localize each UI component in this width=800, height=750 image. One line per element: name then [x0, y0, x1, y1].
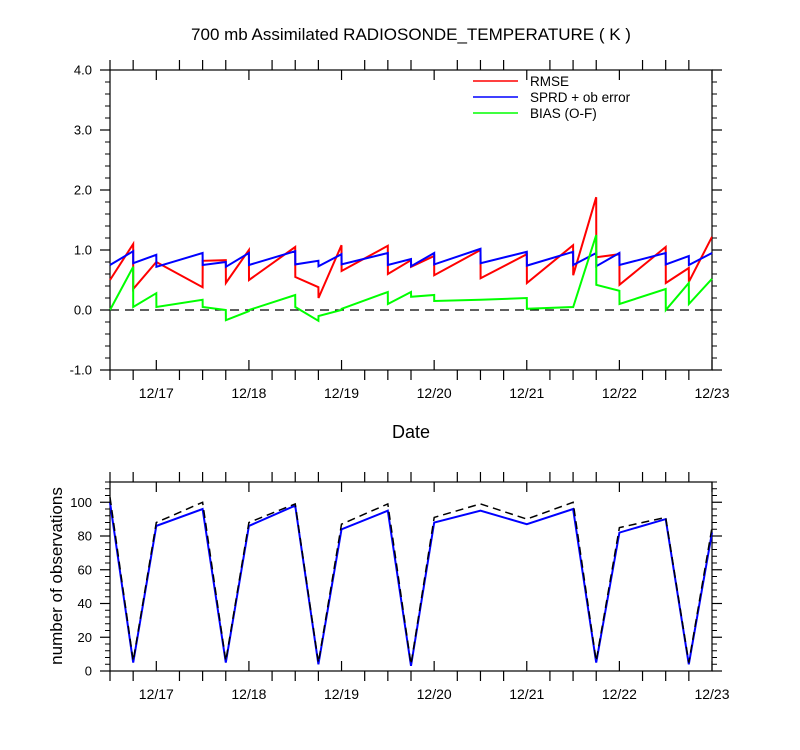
y-tick-label: 20	[78, 630, 92, 645]
y-tick-label: 0.0	[74, 303, 92, 318]
x-tick-label: 12/17	[139, 385, 174, 401]
x-tick-label: 12/18	[231, 686, 266, 702]
series-line-bias-o-f	[109, 234, 713, 323]
series-line-rmse	[109, 196, 713, 299]
x-tick-label: 12/23	[694, 686, 729, 702]
y-tick-label: 60	[78, 562, 92, 577]
x-tick-label: 12/21	[509, 686, 544, 702]
x-tick-label: 12/23	[694, 385, 729, 401]
x-tick-label: 12/18	[231, 385, 266, 401]
y-axis-label: number of observations	[47, 487, 66, 665]
series-line-sprd-ob-error	[109, 247, 713, 269]
bottom-chart: 12/17 12/18 12/19 12/20 12/21 12/22 12/23 0 20 40…	[47, 472, 730, 702]
x-tick-label: 12/20	[417, 686, 452, 702]
x-axis-label: Date	[392, 422, 430, 442]
x-tick-label: 12/17	[139, 686, 174, 702]
x-tick-label: 12/19	[324, 385, 359, 401]
series-line-solid	[109, 502, 713, 667]
x-tick-label: 12/19	[324, 686, 359, 702]
y-tick-label: 80	[78, 529, 92, 544]
y-tick-label: 3.0	[74, 123, 92, 138]
x-tick-label: 12/21	[509, 385, 544, 401]
chart-title: 700 mb Assimilated RADIOSONDE_TEMPERATUR…	[191, 25, 631, 44]
top-plot-frame	[109, 69, 713, 371]
series-line-dashed	[109, 497, 713, 665]
legend-label: RMSE	[530, 74, 569, 89]
top-chart: 700 mb Assimilated RADIOSONDE_TEMPERATUR…	[70, 25, 730, 442]
legend-label: BIAS (O-F)	[530, 106, 597, 121]
y-tick-label: 40	[78, 596, 92, 611]
legend-label: SPRD + ob error	[530, 90, 631, 105]
y-tick-label: 2.0	[74, 183, 92, 198]
x-tick-label: 12/20	[417, 385, 452, 401]
y-tick-label: 0	[85, 664, 92, 679]
x-tick-label: 12/22	[602, 686, 637, 702]
y-tick-label: 100	[70, 495, 92, 510]
y-tick-label: 4.0	[74, 63, 92, 78]
x-tick-label: 12/22	[602, 385, 637, 401]
y-tick-label: -1.0	[70, 363, 92, 378]
y-tick-label: 1.0	[74, 243, 92, 258]
